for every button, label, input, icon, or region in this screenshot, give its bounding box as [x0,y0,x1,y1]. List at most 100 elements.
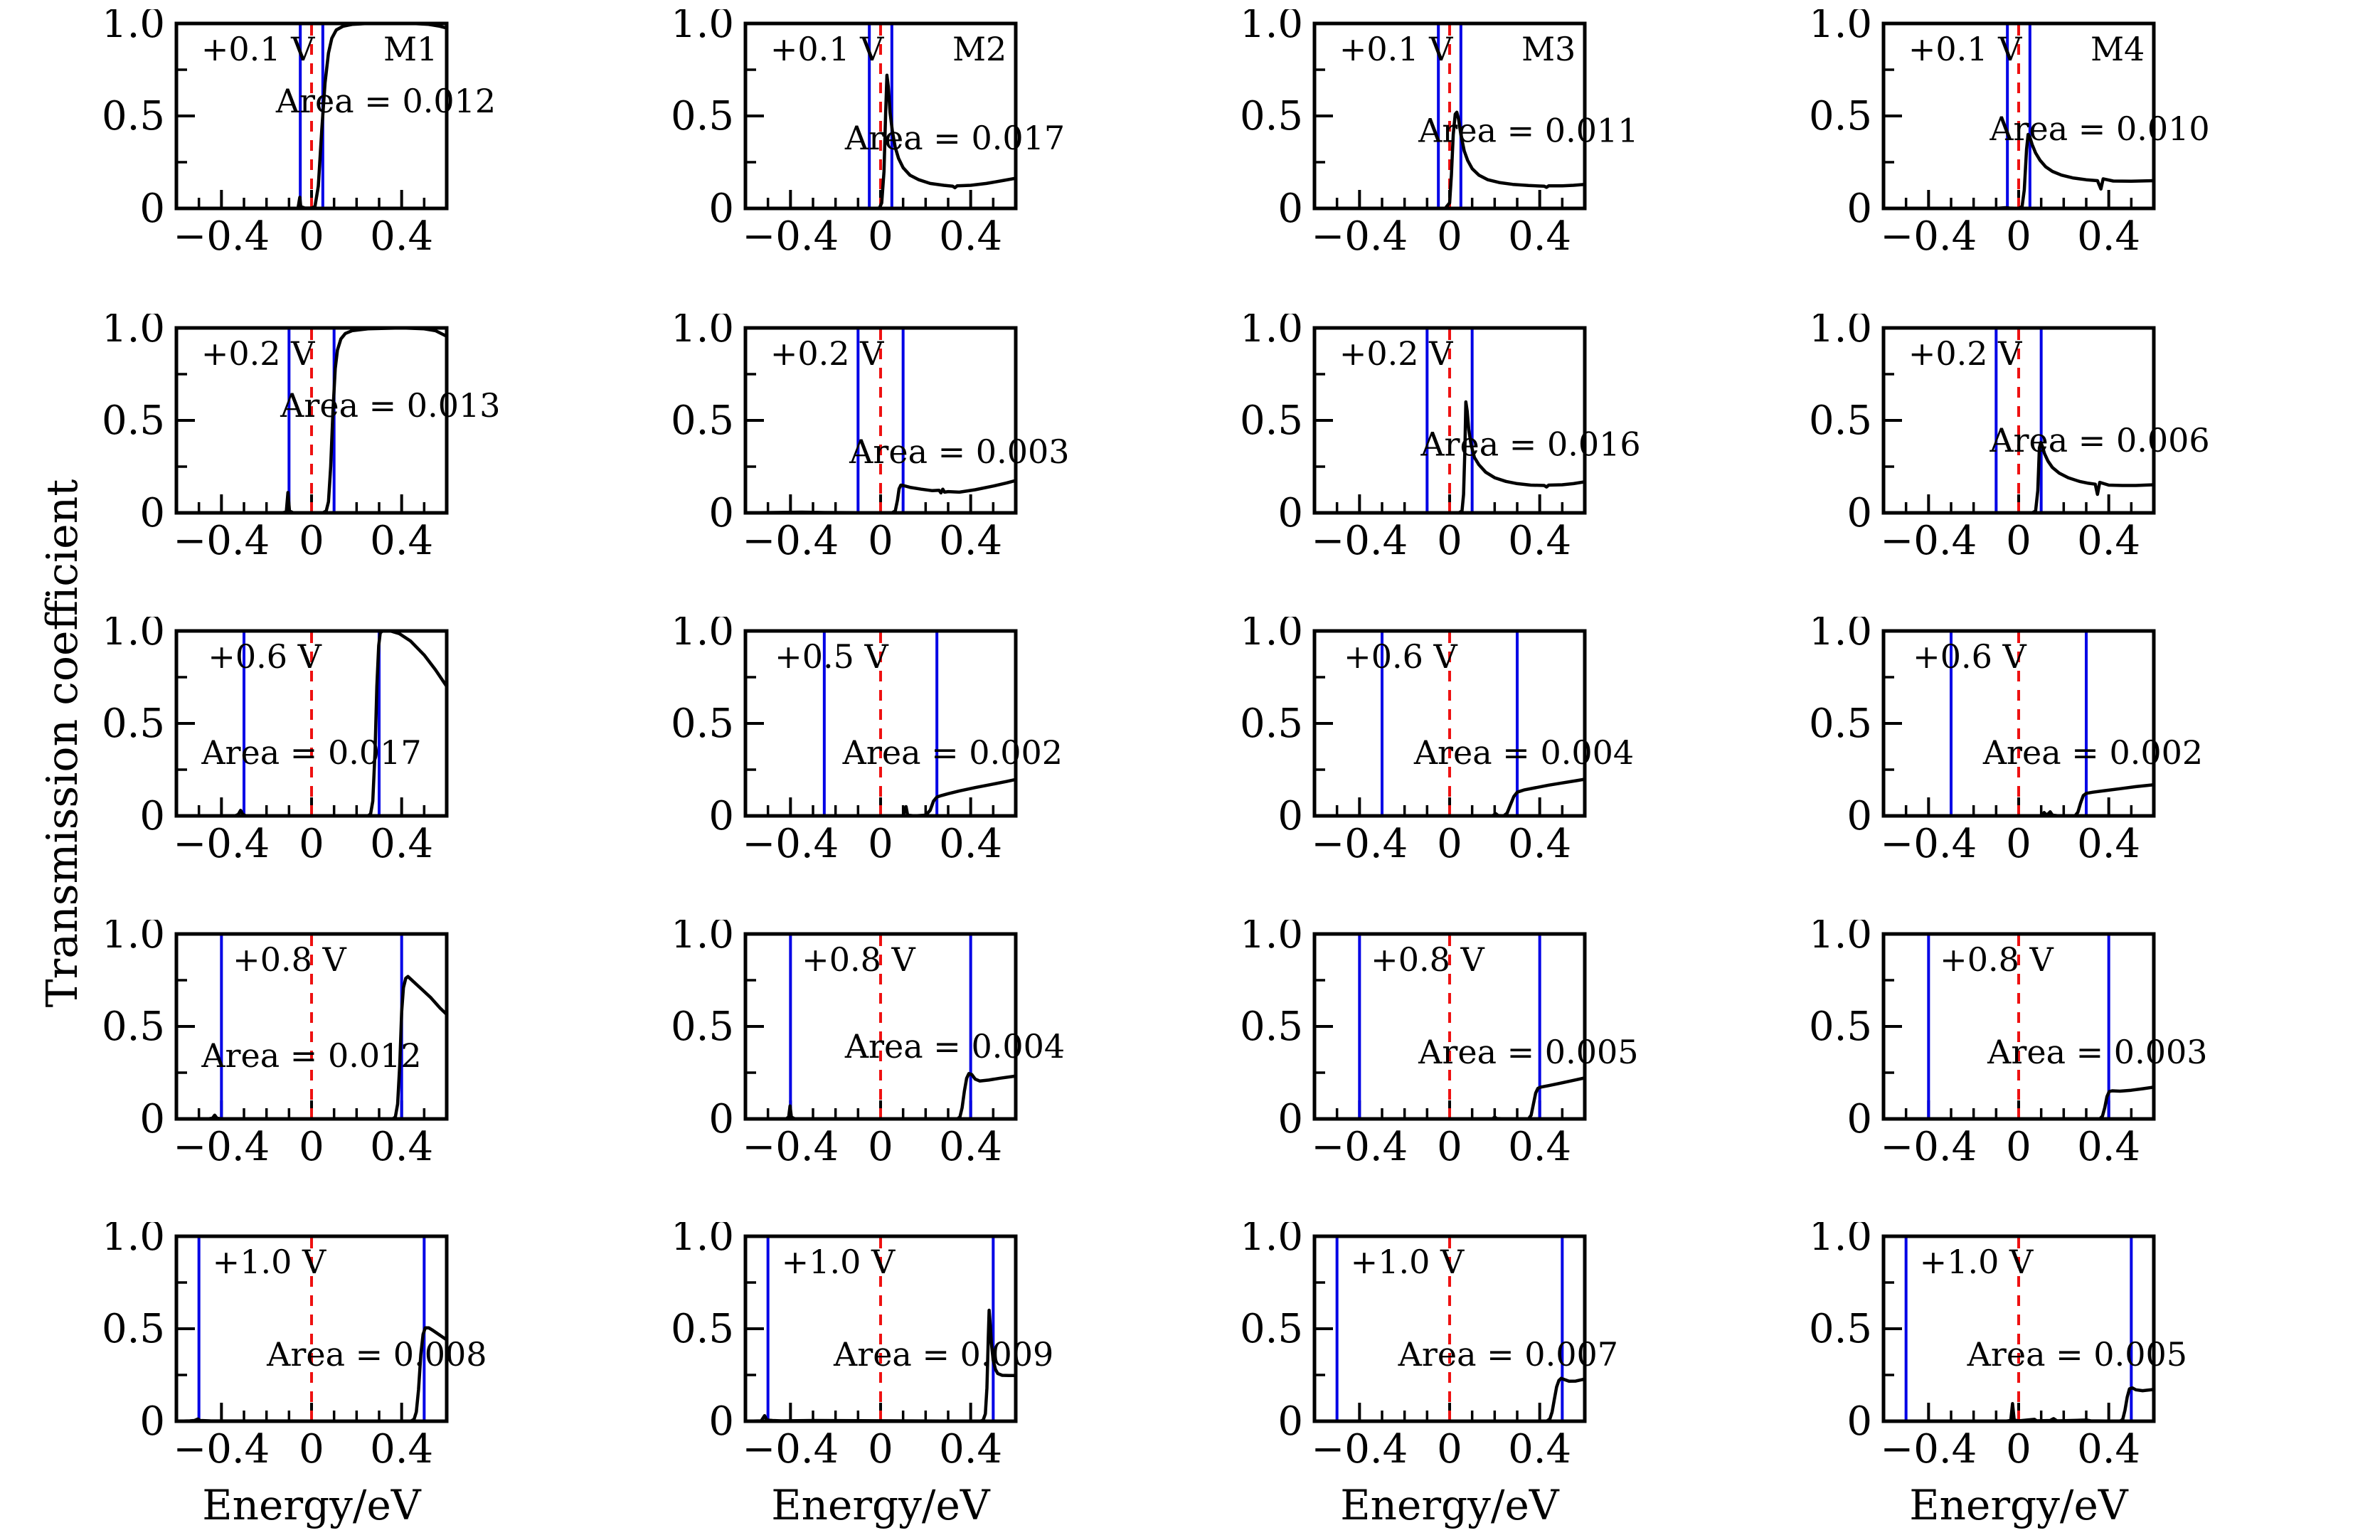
x-tick-label: 0.4 [370,821,433,867]
voltage-label: +1.0 V [782,1243,896,1281]
y-tick-label: 0.5 [1240,1004,1303,1050]
y-tick-label: 0.5 [671,701,734,747]
x-tick-label: −0.4 [1311,821,1408,867]
x-tick-label: 0 [868,1124,893,1170]
x-tick-label: 0.4 [1508,1124,1571,1170]
plot-border [743,326,1018,515]
x-tick-label: 0.4 [939,518,1002,564]
y-tick-label: 0.5 [1809,1004,1872,1050]
x-tick-label: −0.4 [1880,821,1977,867]
x-tick-label: 0.4 [2077,1426,2140,1472]
transmission-curve [745,73,1016,208]
y-tick-label: 1.0 [102,314,165,351]
voltage-label: +0.8 V [1940,940,2054,979]
x-axis-title-col3: Energy/eV [1340,1481,1559,1529]
device-label: M2 [952,30,1006,68]
plot-border [1881,326,2156,515]
area-label: Area = 0.017 [844,119,1065,157]
transmission-curve [176,23,447,208]
y-tick-label: 1.0 [671,9,734,47]
x-tick-label: 0.4 [939,1124,1002,1170]
voltage-label: +0.6 V [1913,637,2026,676]
area-label: Area = 0.004 [1413,733,1634,772]
y-tick-label: 1.0 [1240,920,1303,957]
plot-border [1312,629,1587,818]
voltage-label: +1.0 V [1920,1243,2034,1281]
x-tick-label: −0.4 [1311,1124,1408,1170]
y-tick-label: 1.0 [102,617,165,654]
transmission-curve [176,631,447,816]
y-tick-label: 0.5 [671,93,734,139]
transmission-curve [1884,1085,2154,1119]
x-tick-label: 0.4 [1508,1426,1571,1472]
y-tick-label: 1.0 [671,920,734,957]
voltage-label: +0.2 V [770,334,884,373]
y-tick-label: 1.0 [1240,617,1303,654]
x-tick-label: 0 [299,1426,324,1472]
x-tick-label: 0 [868,821,893,867]
x-tick-label: 0 [299,518,324,564]
x-tick-label: 0.4 [370,1426,433,1472]
y-tick-label: 1.0 [102,920,165,957]
y-tick-label: 1.0 [1809,920,1872,957]
y-tick-label: 0.5 [102,398,165,444]
area-label: Area = 0.012 [201,1036,421,1075]
x-tick-label: 0 [2006,821,2031,867]
y-tick-label: 0 [139,793,165,839]
plot-border [743,932,1018,1121]
voltage-label: +0.1 V [1908,30,2022,68]
transmission-curve [1884,440,2154,513]
x-tick-label: 0.4 [370,518,433,564]
y-tick-label: 1.0 [1240,9,1303,47]
voltage-label: +0.2 V [1908,334,2022,373]
x-tick-label: 0.4 [2077,1124,2140,1170]
y-tick-label: 1.0 [1809,617,1872,654]
y-tick-label: 1.0 [671,1222,734,1260]
area-label: Area = 0.003 [849,432,1069,471]
plot-border [743,629,1018,818]
area-label: Area = 0.013 [280,386,500,425]
voltage-label: +0.6 V [208,637,322,676]
y-tick-label: 0 [708,1398,734,1445]
voltage-label: +0.5 V [775,637,888,676]
x-axis-title-col4: Energy/eV [1909,1481,2128,1529]
voltage-label: +0.1 V [770,30,884,68]
x-tick-label: 0 [1437,1124,1462,1170]
x-tick-label: 0 [868,518,893,564]
plot-border [1312,326,1587,515]
voltage-label: +0.1 V [201,30,315,68]
voltage-label: +0.8 V [1371,940,1484,979]
x-tick-label: 0.4 [370,1124,433,1170]
x-tick-label: −0.4 [1880,213,1977,260]
voltage-label: +0.6 V [1344,637,1457,676]
y-tick-label: 0 [1277,186,1303,232]
y-tick-label: 0 [708,1096,734,1142]
y-tick-label: 0.5 [1240,1306,1303,1352]
y-tick-label: 0 [1847,1096,1872,1142]
x-tick-label: 0 [299,213,324,260]
y-tick-label: 1.0 [1240,1222,1303,1260]
transmission-curve [176,975,447,1119]
x-tick-label: −0.4 [1311,518,1408,564]
x-tick-label: −0.4 [1311,1426,1408,1472]
y-tick-label: 0 [1847,793,1872,839]
x-tick-label: 0 [868,213,893,260]
y-tick-label: 0.5 [1809,701,1872,747]
y-tick-label: 0 [139,1096,165,1142]
plot-border [174,629,449,818]
y-tick-label: 0 [708,490,734,536]
device-label: M1 [383,30,437,68]
plot-border [174,21,449,211]
plot-border [1881,21,2156,211]
